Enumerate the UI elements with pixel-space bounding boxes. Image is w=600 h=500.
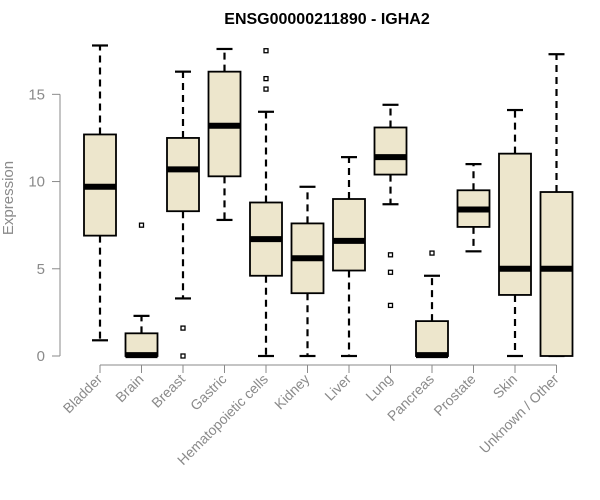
x-tick-label: Breast	[148, 371, 188, 411]
x-tick-label: Kidney	[271, 371, 313, 413]
box-iqr	[166, 137, 200, 213]
box-iqr	[332, 198, 366, 272]
box-iqr	[539, 191, 574, 357]
box-kidney	[290, 185, 325, 358]
x-tick-label: Brain	[112, 371, 146, 405]
box-brain	[124, 222, 159, 359]
box-gastric	[207, 47, 242, 222]
outlier-point	[387, 302, 394, 309]
outlier-point	[387, 269, 394, 275]
y-axis-label: Expression	[0, 161, 17, 235]
y-tick-label: 0	[37, 348, 45, 365]
box-liver	[332, 156, 366, 358]
outlier-point	[263, 75, 269, 82]
boxes	[83, 44, 574, 359]
x-tick-label: Liver	[321, 371, 354, 404]
chart-title: ENSG00000211890 - IGHA2	[224, 11, 430, 28]
outlier-point	[429, 250, 435, 256]
box-breast	[166, 70, 200, 359]
box-prostate	[456, 163, 491, 253]
box-pancreas	[415, 250, 449, 359]
x-tick-label: Prostate	[430, 371, 478, 419]
y-tick-label: 15	[28, 86, 45, 103]
outlier-point	[263, 48, 269, 54]
x-tick-label: Lung	[362, 371, 395, 404]
outlier-point	[387, 252, 394, 258]
outlier-point	[180, 325, 186, 331]
box-iqr	[373, 126, 408, 176]
box-bladder	[83, 44, 117, 342]
outlier-point	[138, 222, 145, 228]
outlier-point	[263, 86, 269, 92]
x-tick-label: Skin	[490, 371, 521, 402]
box-skin	[498, 108, 532, 358]
box-iqr	[498, 152, 532, 296]
box-lung	[373, 103, 408, 309]
box-unknown-other	[539, 53, 574, 358]
x-tick-label: Unknown / Other	[476, 371, 562, 457]
box-hematopoietic-cells	[249, 48, 283, 358]
y-tick-label: 5	[37, 261, 45, 278]
y-axis: 0 5 10 15	[28, 86, 61, 365]
x-tick-label: Bladder	[60, 371, 106, 417]
box-iqr	[415, 320, 449, 357]
y-tick-label: 10	[28, 174, 45, 191]
outlier-point	[180, 353, 186, 359]
